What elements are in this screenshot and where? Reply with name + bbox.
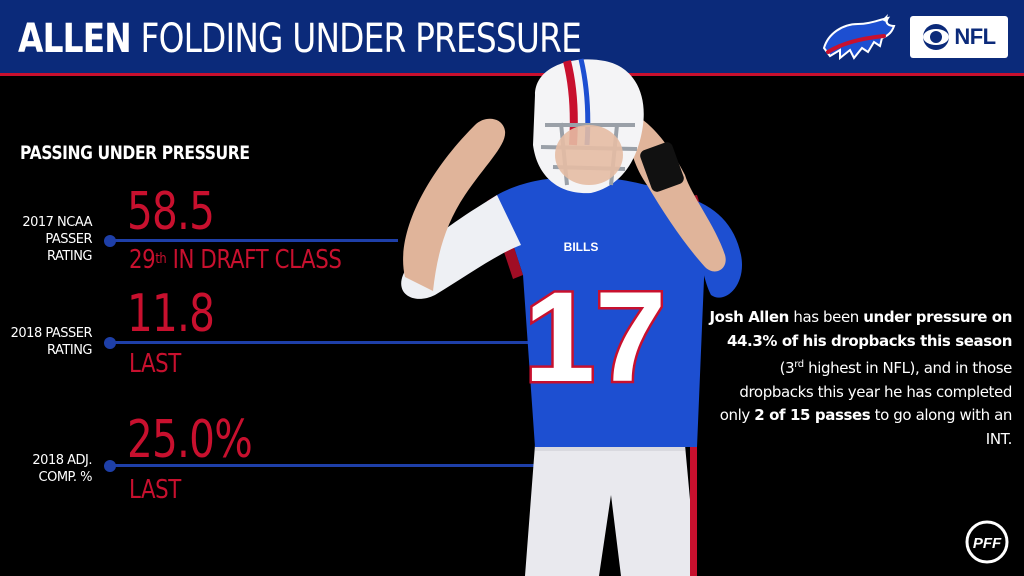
stat-label-line: PASSER RATING: [45, 232, 92, 264]
blurb-superscript: rd: [794, 359, 804, 370]
jersey-chest-text: BILLS: [564, 240, 599, 254]
stat-connector-dot: [104, 235, 116, 247]
title-bold: ALLEN: [18, 16, 132, 62]
stat-connector-line: [108, 239, 398, 242]
stat-label-line: COMP. %: [38, 470, 93, 485]
stat-sub-2018-rating: LAST: [129, 349, 181, 379]
title-rest: FOLDING UNDER PRESSURE: [140, 16, 582, 62]
stat-value-ncaa-rating: 58.5: [127, 182, 215, 242]
player-photo: BILLS 17: [401, 58, 743, 576]
blurb-highlight: 2 of 15 passes: [754, 406, 871, 424]
stat-sub-adj-comp: LAST: [129, 475, 181, 505]
stat-sub-ncaa-rank: 29th IN DRAFT CLASS: [129, 245, 342, 275]
network-logo: NFL: [910, 16, 1008, 58]
stat-label-2018-rating: 2018 PASSER RATING: [0, 325, 93, 359]
blurb-text: (3: [779, 359, 795, 377]
blurb-text: has been: [788, 308, 864, 326]
jersey-number: 17: [524, 266, 666, 409]
stat-connector-dot: [104, 337, 116, 349]
stat-label-ncaa-rating: 2017 NCAA PASSER RATING: [0, 214, 92, 265]
svg-text:PFF: PFF: [973, 535, 1002, 552]
blurb-text: highest in NFL), and in those dropbacks …: [719, 359, 1013, 424]
stat-label-adj-comp: 2018 ADJ. COMP. %: [0, 452, 92, 486]
stat-connector-dot: [104, 460, 116, 472]
stat-rank-number: 29: [129, 245, 156, 275]
stat-value-2018-rating: 11.8: [127, 284, 215, 344]
stat-connector-line: [108, 341, 548, 344]
stat-connector-line: [108, 464, 548, 467]
stat-label-line: RATING: [47, 343, 92, 358]
header-banner: ALLEN FOLDING UNDER PRESSURE NFL: [0, 0, 1024, 76]
network-nfl-text: NFL: [954, 24, 996, 49]
section-title: PASSING UNDER PRESSURE: [20, 142, 250, 164]
stat-label-line: 2018 ADJ.: [32, 453, 92, 468]
bills-logo-icon: [822, 14, 896, 61]
stat-rank-text: IN DRAFT CLASS: [166, 245, 342, 275]
stat-label-line: 2018 PASSER: [10, 326, 93, 341]
blurb-text: .: [1007, 429, 1013, 448]
cbs-eye-icon: [923, 24, 950, 50]
blurb-text: to go along with an INT: [870, 406, 1013, 448]
summary-blurb: Josh Allen has been under pressure on 44…: [706, 306, 1013, 451]
pff-logo-icon: PFF: [965, 520, 1009, 564]
stat-value-adj-comp: 25.0%: [127, 410, 253, 470]
stat-rank-suffix: th: [155, 251, 167, 267]
blurb-highlight: under pressure on 44.3% of his dropbacks…: [726, 308, 1012, 350]
page-title: ALLEN FOLDING UNDER PRESSURE: [18, 14, 582, 64]
blurb-player-name: Josh Allen: [709, 308, 790, 326]
stat-label-line: 2017 NCAA: [22, 215, 92, 230]
